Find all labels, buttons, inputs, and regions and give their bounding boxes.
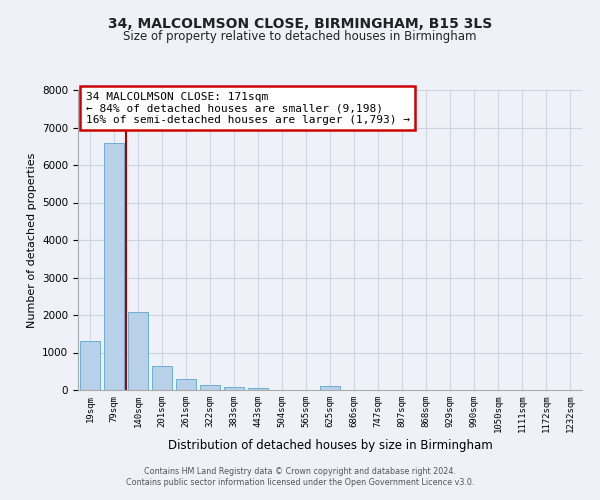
Bar — [200, 385, 220, 390]
Text: 34, MALCOLMSON CLOSE, BIRMINGHAM, B15 3LS: 34, MALCOLMSON CLOSE, BIRMINGHAM, B15 3L… — [108, 18, 492, 32]
Bar — [224, 387, 244, 390]
Text: Contains HM Land Registry data © Crown copyright and database right 2024.: Contains HM Land Registry data © Crown c… — [144, 467, 456, 476]
Bar — [80, 340, 100, 390]
Y-axis label: Number of detached properties: Number of detached properties — [26, 152, 37, 328]
Text: Size of property relative to detached houses in Birmingham: Size of property relative to detached ho… — [123, 30, 477, 43]
Bar — [248, 388, 268, 390]
Bar — [104, 142, 124, 390]
Bar — [152, 366, 172, 390]
X-axis label: Distribution of detached houses by size in Birmingham: Distribution of detached houses by size … — [167, 440, 493, 452]
Bar — [128, 312, 148, 390]
Bar — [176, 379, 196, 390]
Bar — [320, 386, 340, 390]
Text: Contains public sector information licensed under the Open Government Licence v3: Contains public sector information licen… — [126, 478, 474, 487]
Text: 34 MALCOLMSON CLOSE: 171sqm
← 84% of detached houses are smaller (9,198)
16% of : 34 MALCOLMSON CLOSE: 171sqm ← 84% of det… — [86, 92, 410, 124]
